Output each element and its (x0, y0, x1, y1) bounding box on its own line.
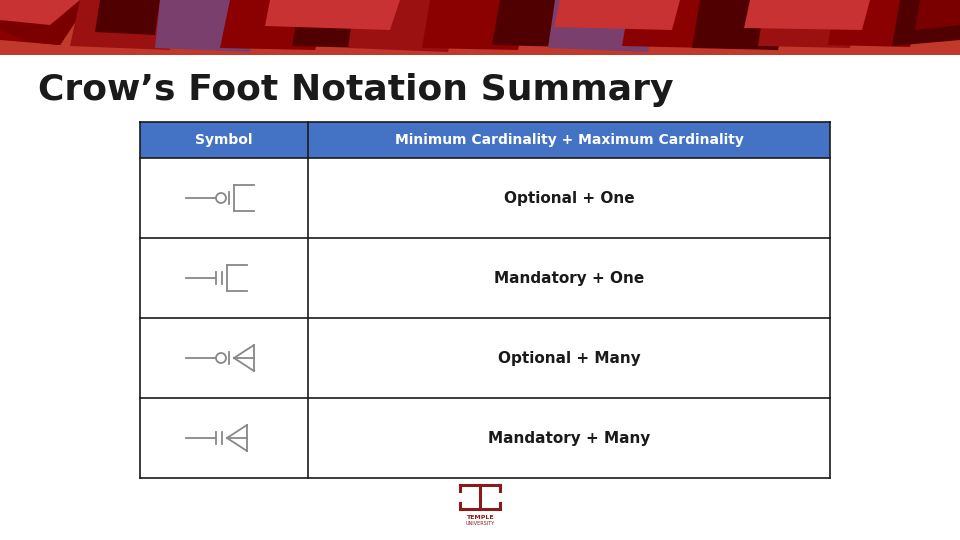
Circle shape (216, 193, 226, 203)
Text: TEMPLE: TEMPLE (467, 515, 493, 520)
Text: Optional + Many: Optional + Many (497, 350, 640, 366)
Polygon shape (265, 0, 400, 30)
Bar (140, 398, 830, 478)
Polygon shape (548, 0, 660, 52)
Text: Mandatory + Many: Mandatory + Many (488, 430, 650, 445)
Polygon shape (892, 0, 960, 46)
Text: Symbol: Symbol (195, 133, 252, 147)
Text: Optional + One: Optional + One (504, 191, 635, 206)
Polygon shape (828, 0, 920, 47)
Circle shape (216, 353, 226, 363)
Polygon shape (744, 0, 870, 30)
Polygon shape (915, 0, 960, 30)
Text: UNIVERSITY: UNIVERSITY (466, 521, 494, 526)
Polygon shape (492, 0, 580, 47)
Polygon shape (0, 0, 80, 25)
Text: Mandatory + One: Mandatory + One (493, 271, 644, 286)
Polygon shape (554, 0, 680, 30)
Bar (140, 318, 830, 398)
Polygon shape (348, 0, 460, 52)
Polygon shape (95, 0, 160, 35)
Polygon shape (292, 0, 380, 48)
Polygon shape (758, 0, 860, 48)
Bar (140, 122, 830, 158)
Polygon shape (622, 0, 720, 48)
Polygon shape (0, 0, 90, 45)
Bar (140, 158, 830, 238)
Polygon shape (422, 0, 530, 50)
Polygon shape (0, 0, 90, 45)
Text: Crow’s Foot Notation Summary: Crow’s Foot Notation Summary (38, 73, 674, 107)
Polygon shape (692, 0, 790, 50)
Text: Minimum Cardinality + Maximum Cardinality: Minimum Cardinality + Maximum Cardinalit… (395, 133, 743, 147)
Bar (140, 238, 830, 318)
Polygon shape (155, 0, 260, 52)
Bar (0, 0, 960, 55)
Polygon shape (220, 0, 330, 50)
Polygon shape (70, 0, 180, 50)
